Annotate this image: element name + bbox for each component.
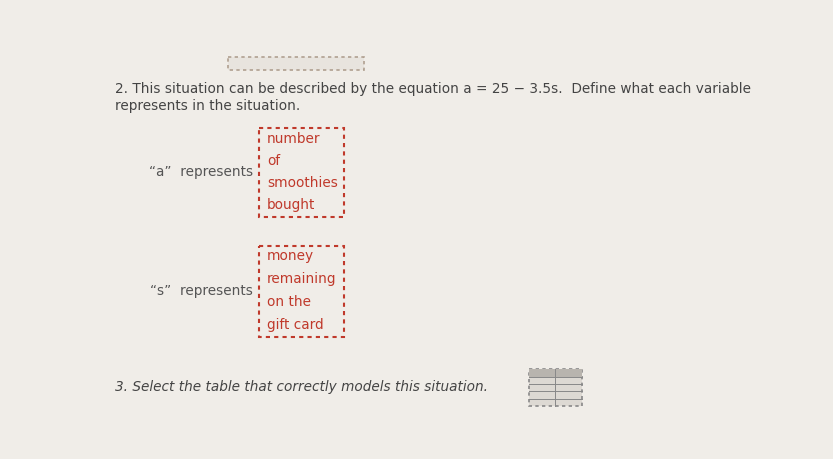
Text: on the: on the (267, 295, 311, 309)
Text: 2. This situation can be described by the equation a = 25 − 3.5s.  Define what e: 2. This situation can be described by th… (115, 82, 751, 96)
FancyBboxPatch shape (529, 369, 581, 406)
Text: represents in the situation.: represents in the situation. (115, 99, 300, 113)
FancyBboxPatch shape (228, 56, 364, 71)
FancyBboxPatch shape (259, 246, 344, 337)
Text: smoothies: smoothies (267, 176, 337, 190)
Text: of: of (267, 154, 280, 168)
Text: remaining: remaining (267, 272, 337, 286)
FancyBboxPatch shape (259, 128, 344, 217)
Text: gift card: gift card (267, 318, 323, 331)
Text: number: number (267, 132, 321, 146)
Text: money: money (267, 249, 314, 263)
FancyBboxPatch shape (529, 369, 581, 377)
Text: bought: bought (267, 198, 315, 212)
Text: 3. Select the table that correctly models this situation.: 3. Select the table that correctly model… (115, 380, 488, 394)
Text: “a”  represents: “a” represents (149, 165, 253, 179)
Text: “s”  represents: “s” represents (150, 284, 253, 298)
